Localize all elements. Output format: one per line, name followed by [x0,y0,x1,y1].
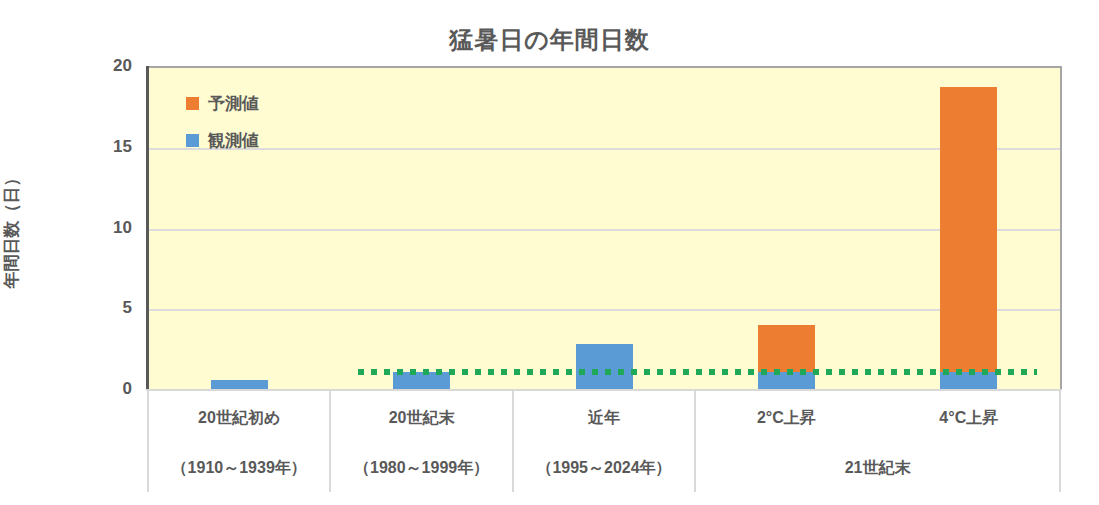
plot-area: 予測値観測値 [148,66,1062,391]
category-label: 2°C上昇 [695,408,877,428]
y-tick-label: 5 [88,297,132,319]
legend-label: 予測値 [208,92,259,115]
predicted-bar [940,87,997,371]
category-label: 20世紀初め [148,408,330,428]
reference-line [358,369,1037,375]
category-divider [329,391,331,492]
category-group-label: 21世紀末 [695,458,1060,478]
category-label: 4°C上昇 [878,408,1060,428]
gridline [148,309,1060,311]
chart-title: 猛暑日の年間日数 [0,24,1099,56]
category-divider [147,391,149,492]
category-divider [1059,391,1061,492]
legend-label: 観測値 [208,129,259,152]
y-tick-label: 10 [88,217,132,239]
legend: 予測値観測値 [186,92,259,166]
legend-item: 観測値 [186,129,259,152]
predicted-swatch [186,97,199,110]
predicted-bar [758,325,815,372]
observed-swatch [186,134,199,147]
y-tick-label: 15 [88,136,132,158]
y-axis-line [146,66,149,391]
y-axis-title: 年間日数（日） [0,129,24,329]
category-group-label: （1980～1999年） [330,458,512,478]
gridline [148,229,1060,231]
category-group-label: （1995～2024年） [513,458,695,478]
hot-days-chart: 猛暑日の年間日数 年間日数（日） 予測値観測値 05101520 20世紀初め2… [0,0,1099,505]
category-label: 近年 [513,408,695,428]
observed-bar [576,344,633,391]
category-divider [694,391,696,492]
y-tick-label: 0 [88,378,132,400]
category-label: 20世紀末 [330,408,512,428]
legend-item: 予測値 [186,92,259,115]
gridline [148,148,1060,150]
x-axis-line [146,389,1062,391]
category-group-label: （1910～1939年） [148,458,330,478]
y-tick-label: 20 [88,55,132,77]
category-divider [512,391,514,492]
